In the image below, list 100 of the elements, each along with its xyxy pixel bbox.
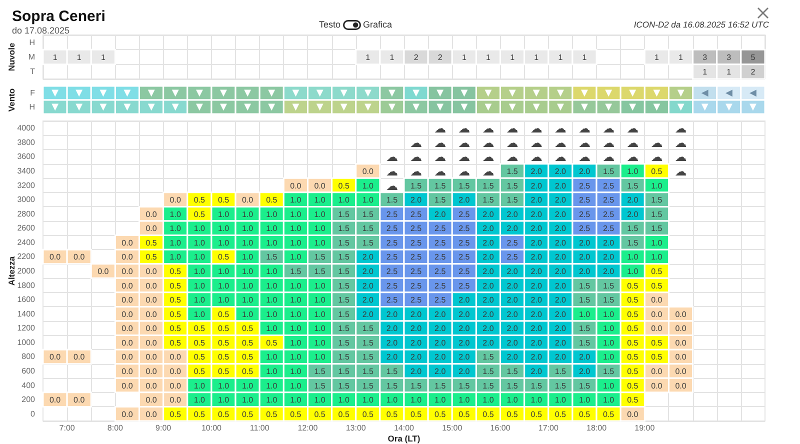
y-tick-label: T xyxy=(30,67,36,76)
text: ▼ xyxy=(148,102,155,112)
data-label: 1.5 xyxy=(506,167,518,176)
text: Grafica xyxy=(363,20,392,30)
data-label: 0.0 xyxy=(651,381,663,390)
data-label: 1 xyxy=(702,68,708,77)
data-label: 0.5 xyxy=(146,238,158,248)
text: ☁ xyxy=(506,122,518,136)
data-label: 1.5 xyxy=(362,238,374,248)
y-tick-label: 2000 xyxy=(17,266,36,276)
data-label: 1.0 xyxy=(314,338,326,348)
y-tick-label: 1200 xyxy=(17,324,36,333)
text: ▼ xyxy=(244,88,252,98)
text: ▼ xyxy=(172,88,179,98)
data-label: 2.0 xyxy=(506,310,518,319)
data-label: 0.5 xyxy=(410,410,422,419)
data-label: 2.0 xyxy=(530,296,542,305)
data-label: 1.5 xyxy=(482,196,494,205)
data-label: 2.5 xyxy=(386,296,398,305)
y-tick-label: 200 xyxy=(22,395,36,404)
data-label: 1.0 xyxy=(314,352,326,362)
text: ▼ xyxy=(701,102,708,112)
data-label: 2.0 xyxy=(530,196,542,205)
data-label: 0.0 xyxy=(146,410,158,419)
text: ▼ xyxy=(629,102,636,112)
data-label: 1.0 xyxy=(603,338,615,348)
data-label: 2.0 xyxy=(554,196,567,205)
text: ☁ xyxy=(650,150,663,164)
data-label: 1.0 xyxy=(314,324,326,334)
data-label: 2.0 xyxy=(554,238,567,248)
data-label: 2.5 xyxy=(578,210,591,219)
data-label: 1.0 xyxy=(266,367,278,376)
data-label: 1.0 xyxy=(194,267,206,276)
data-label: 2.0 xyxy=(482,310,494,319)
data-label: 0.5 xyxy=(651,338,663,348)
data-label: 1.5 xyxy=(458,381,470,390)
data-label: 2.0 xyxy=(506,338,518,348)
data-label: 2.0 xyxy=(386,310,398,319)
data-label: 0.5 xyxy=(170,338,182,348)
text: ▼ xyxy=(100,102,107,112)
data-label: 0.5 xyxy=(170,310,182,319)
data-label: 0.5 xyxy=(146,252,158,262)
data-label: 1.5 xyxy=(338,281,350,290)
data-label: 0.5 xyxy=(314,410,326,419)
data-label: 2.5 xyxy=(386,224,398,234)
data-label: 0.5 xyxy=(627,324,639,334)
data-label: 2.5 xyxy=(458,267,470,276)
data-label: 1.5 xyxy=(290,267,302,276)
data-label: 0.5 xyxy=(338,181,350,190)
data-label: 0.0 xyxy=(122,310,134,319)
data-label: 1.5 xyxy=(338,381,350,390)
text: ☁ xyxy=(626,150,639,164)
data-label: 1.5 xyxy=(530,381,542,390)
data-label: 2.5 xyxy=(458,281,470,290)
data-label: 2.5 xyxy=(386,210,398,219)
data-label: 0.5 xyxy=(194,367,206,376)
data-label: 0.5 xyxy=(290,410,302,419)
data-label: 1.0 xyxy=(290,338,302,348)
data-label: 0.5 xyxy=(651,267,663,276)
y-tick-label: 0 xyxy=(30,409,36,418)
data-label: 0.5 xyxy=(194,196,206,205)
data-label: 2.0 xyxy=(386,324,398,334)
text: ▼ xyxy=(484,102,492,112)
data-label: 1.0 xyxy=(242,267,254,276)
data-label: 1.0 xyxy=(170,224,182,234)
data-label: 2.0 xyxy=(434,367,446,376)
text: ▼ xyxy=(750,102,756,112)
data-label: 1.0 xyxy=(290,196,302,205)
data-label: 2.5 xyxy=(410,210,422,219)
data-label: 2.0 xyxy=(554,338,567,348)
data-label: 1.0 xyxy=(290,310,302,319)
text: Testo xyxy=(319,20,341,30)
data-label: 0.0 xyxy=(122,238,134,248)
data-label: 0.5 xyxy=(338,410,350,419)
text: ☁ xyxy=(578,122,590,136)
data-label: 0.0 xyxy=(49,396,62,405)
data-label: 1.5 xyxy=(362,210,374,219)
x-tick-label: 17:00 xyxy=(538,424,559,432)
data-label: 0.5 xyxy=(627,381,639,390)
data-label: 2.0 xyxy=(554,296,567,305)
data-label: 1.0 xyxy=(218,281,230,290)
data-label: 0.0 xyxy=(146,224,158,234)
text: ☁ xyxy=(386,178,398,193)
data-label: 2.0 xyxy=(603,267,615,276)
data-label: 2.5 xyxy=(603,196,615,205)
data-label: 2.0 xyxy=(410,338,422,348)
data-label: 2.0 xyxy=(554,324,567,334)
data-label: 0.5 xyxy=(651,167,663,176)
data-label: 2.0 xyxy=(506,324,518,334)
x-tick-label: 7:00 xyxy=(59,424,76,432)
data-label: 1 xyxy=(678,53,684,62)
data-label: 0.5 xyxy=(627,396,639,405)
data-label: 2.5 xyxy=(578,181,591,190)
data-label: 2.5 xyxy=(386,267,398,276)
text: ☁ xyxy=(482,122,494,136)
data-label: 2.0 xyxy=(482,224,494,234)
x-tick-label: 15:00 xyxy=(442,424,463,432)
text: ☁ xyxy=(674,150,687,164)
data-label: 1.5 xyxy=(338,224,350,234)
text: ☁ xyxy=(482,136,494,150)
